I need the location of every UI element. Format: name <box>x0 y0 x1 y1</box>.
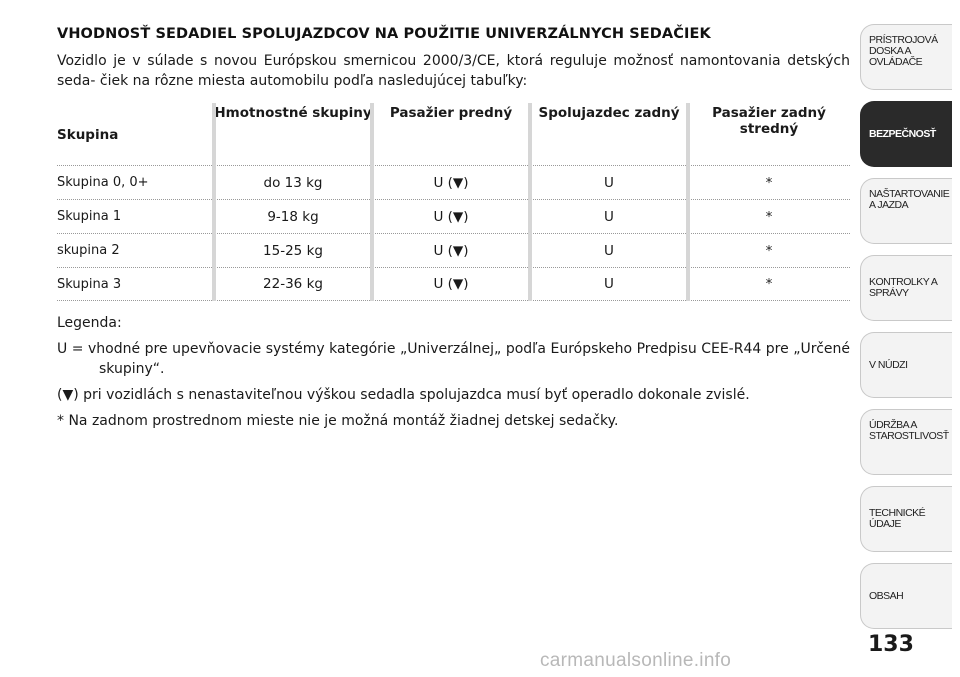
cell-rear-passenger: U <box>604 208 614 225</box>
cell-rear-center: * <box>765 208 773 225</box>
header-rear-passenger: Spolujazdec zadný <box>538 105 680 121</box>
column-separator <box>212 103 216 301</box>
tab-label: TECHNICKÉ ÚDAJE <box>869 507 926 530</box>
tab-label: PRÍSTROJOVÁ DOSKA A OVLÁDAČE <box>869 34 938 68</box>
cell-front-passenger: U (▼) <box>433 174 469 191</box>
column-separator <box>686 103 690 301</box>
cell-weight: 9-18 kg <box>267 208 319 225</box>
cell-group: Skupina 3 <box>57 276 122 292</box>
tab-2[interactable]: BEZPEČNOSŤ <box>860 101 952 167</box>
watermark: carmanualsonline.info <box>540 650 732 671</box>
legend: Legenda: U = vhodné pre upevňovacie syst… <box>57 313 850 431</box>
column-separator <box>370 103 374 301</box>
tab-4[interactable]: KONTROLKY A SPRÁVY <box>860 255 952 321</box>
tab-label: OBSAH <box>869 589 904 602</box>
header-weight: Hmotnostné skupiny <box>214 105 372 121</box>
tab-1[interactable]: PRÍSTROJOVÁ DOSKA A OVLÁDAČE <box>860 24 952 90</box>
table-row: skupina 2 15-25 kg U (▼) U * <box>57 233 850 267</box>
cell-rear-center: * <box>765 174 773 191</box>
legend-heading: Legenda: <box>57 315 122 331</box>
cell-front-passenger: U (▼) <box>433 208 469 225</box>
tab-5[interactable]: V NÚDZI <box>860 332 952 398</box>
intro-paragraph: Vozidlo je v súlade s novou Európskou sm… <box>57 53 850 89</box>
tab-label: ÚDRŽBA A STAROSTLIVOSŤ <box>869 419 949 442</box>
cell-group: Skupina 1 <box>57 209 122 224</box>
tab-3[interactable]: NAŠTARTOVANIE A JAZDA <box>860 178 952 244</box>
chapter-tabs: PRÍSTROJOVÁ DOSKA A OVLÁDAČE BEZPEČNOSŤ NA… <box>860 24 952 640</box>
cell-weight: do 13 kg <box>263 174 323 191</box>
column-separator <box>528 103 532 301</box>
cell-rear-passenger: U <box>604 242 614 259</box>
tab-label: BEZPEČNOSŤ <box>869 127 936 140</box>
page-title: VHODNOSŤ SEDADIEL SPOLUJAZDCOV NA POUŽIT… <box>57 26 711 42</box>
cell-group: skupina 2 <box>57 243 120 258</box>
cell-weight: 22-36 kg <box>263 276 323 292</box>
child-seat-table: Skupina Hmotnostné skupiny Pasažier pred… <box>57 103 850 301</box>
tab-label: V NÚDZI <box>869 358 908 371</box>
tab-8[interactable]: OBSAH <box>860 563 952 629</box>
main-content: VHODNOSŤ SEDADIEL SPOLUJAZDCOV NA POUŽIT… <box>57 26 850 437</box>
cell-front-passenger: U (▼) <box>433 276 469 292</box>
cell-rear-passenger: U <box>604 174 614 191</box>
cell-front-passenger: U (▼) <box>433 242 469 259</box>
table-row: Skupina 3 22-36 kg U (▼) U * <box>57 267 850 301</box>
table-body: Skupina 0, 0+ do 13 kg U (▼) U * Skupina 1 9-1… <box>57 165 850 301</box>
cell-rear-center: * <box>765 242 773 259</box>
header-group: Skupina <box>57 127 119 143</box>
legend-star-definition: * Na zadnom prostrednom mieste nie je mo… <box>57 413 619 429</box>
cell-rear-center: * <box>765 276 773 292</box>
tab-7[interactable]: TECHNICKÉ ÚDAJE <box>860 486 952 552</box>
legend-u-definition: U = vhodné pre upevňovacie systémy kateg… <box>57 341 850 377</box>
tab-label: NAŠTARTOVANIE A JAZDA <box>869 188 950 211</box>
header-front-passenger: Pasažier predný <box>389 105 513 121</box>
tab-label: KONTROLKY A SPRÁVY <box>869 276 937 299</box>
cell-rear-passenger: U <box>604 276 614 292</box>
cell-group: Skupina 0, 0+ <box>57 175 149 190</box>
legend-triangle-definition: (▼) pri vozidlách s nenastaviteľnou výšk… <box>57 387 750 403</box>
page-number: 133 <box>868 632 914 657</box>
tab-6[interactable]: ÚDRŽBA A STAROSTLIVOSŤ <box>860 409 952 475</box>
cell-weight: 15-25 kg <box>263 242 323 259</box>
table-header: Skupina Hmotnostné skupiny Pasažier pred… <box>57 103 850 165</box>
table-row: Skupina 0, 0+ do 13 kg U (▼) U * <box>57 165 850 199</box>
header-rear-center-passenger: Pasažier zadný stredný <box>712 105 826 137</box>
table-row: Skupina 1 9-18 kg U (▼) U * <box>57 199 850 233</box>
